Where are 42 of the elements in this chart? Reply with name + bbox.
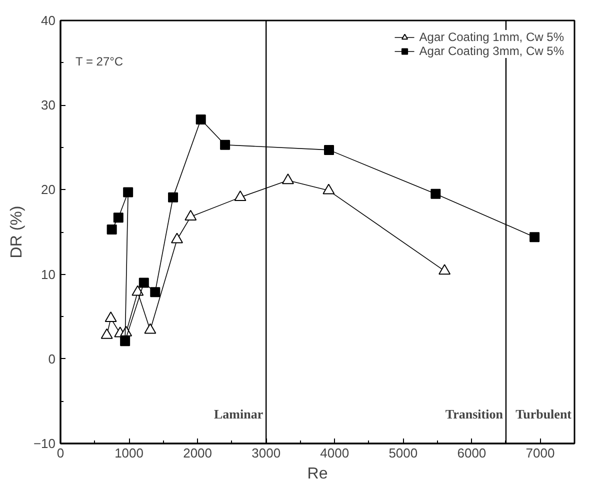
annotation: T = 27°C [76,54,124,68]
x-axis-title: Re [307,466,328,482]
point [438,264,451,275]
y-tick-label: 10 [41,266,56,282]
point [530,232,540,242]
y-axis-title: DR (%) [8,206,26,258]
point [196,114,206,124]
y-tick-label: 40 [41,13,56,28]
x-tick-label: 7000 [526,446,555,460]
x-tick-label: 6000 [457,446,486,460]
legend-label: Agar Coating 1mm, Cw 5% [419,30,564,44]
y-tick-label: −10 [33,436,56,451]
point [322,184,335,194]
x-tick-label: 2000 [183,446,212,460]
x-tick-label: 3000 [252,446,281,460]
point [144,323,156,334]
point [171,232,184,244]
point [104,311,117,322]
x-tick-label: 1000 [114,446,144,460]
annotation: Turbulent [516,406,572,422]
x-tick-label: 5000 [388,446,418,460]
point [100,328,113,339]
point [234,190,246,201]
point [282,174,294,184]
point [430,188,441,199]
legend-label: Agar Coating 3mm, Cw 5% [419,44,564,58]
point [106,224,117,234]
point [132,285,144,296]
point [113,212,124,223]
annotation: Transition [445,406,504,422]
x-tick-label: 4000 [320,446,350,460]
point [220,140,230,150]
annotation: Laminar [214,406,264,422]
point [168,192,178,202]
point [184,210,197,220]
y-tick-label: 30 [41,98,56,113]
point [324,144,334,155]
y-tick-label: 0 [48,351,56,366]
point [150,287,160,298]
y-tick-label: 20 [41,182,56,198]
point [123,187,134,198]
point [138,278,149,288]
